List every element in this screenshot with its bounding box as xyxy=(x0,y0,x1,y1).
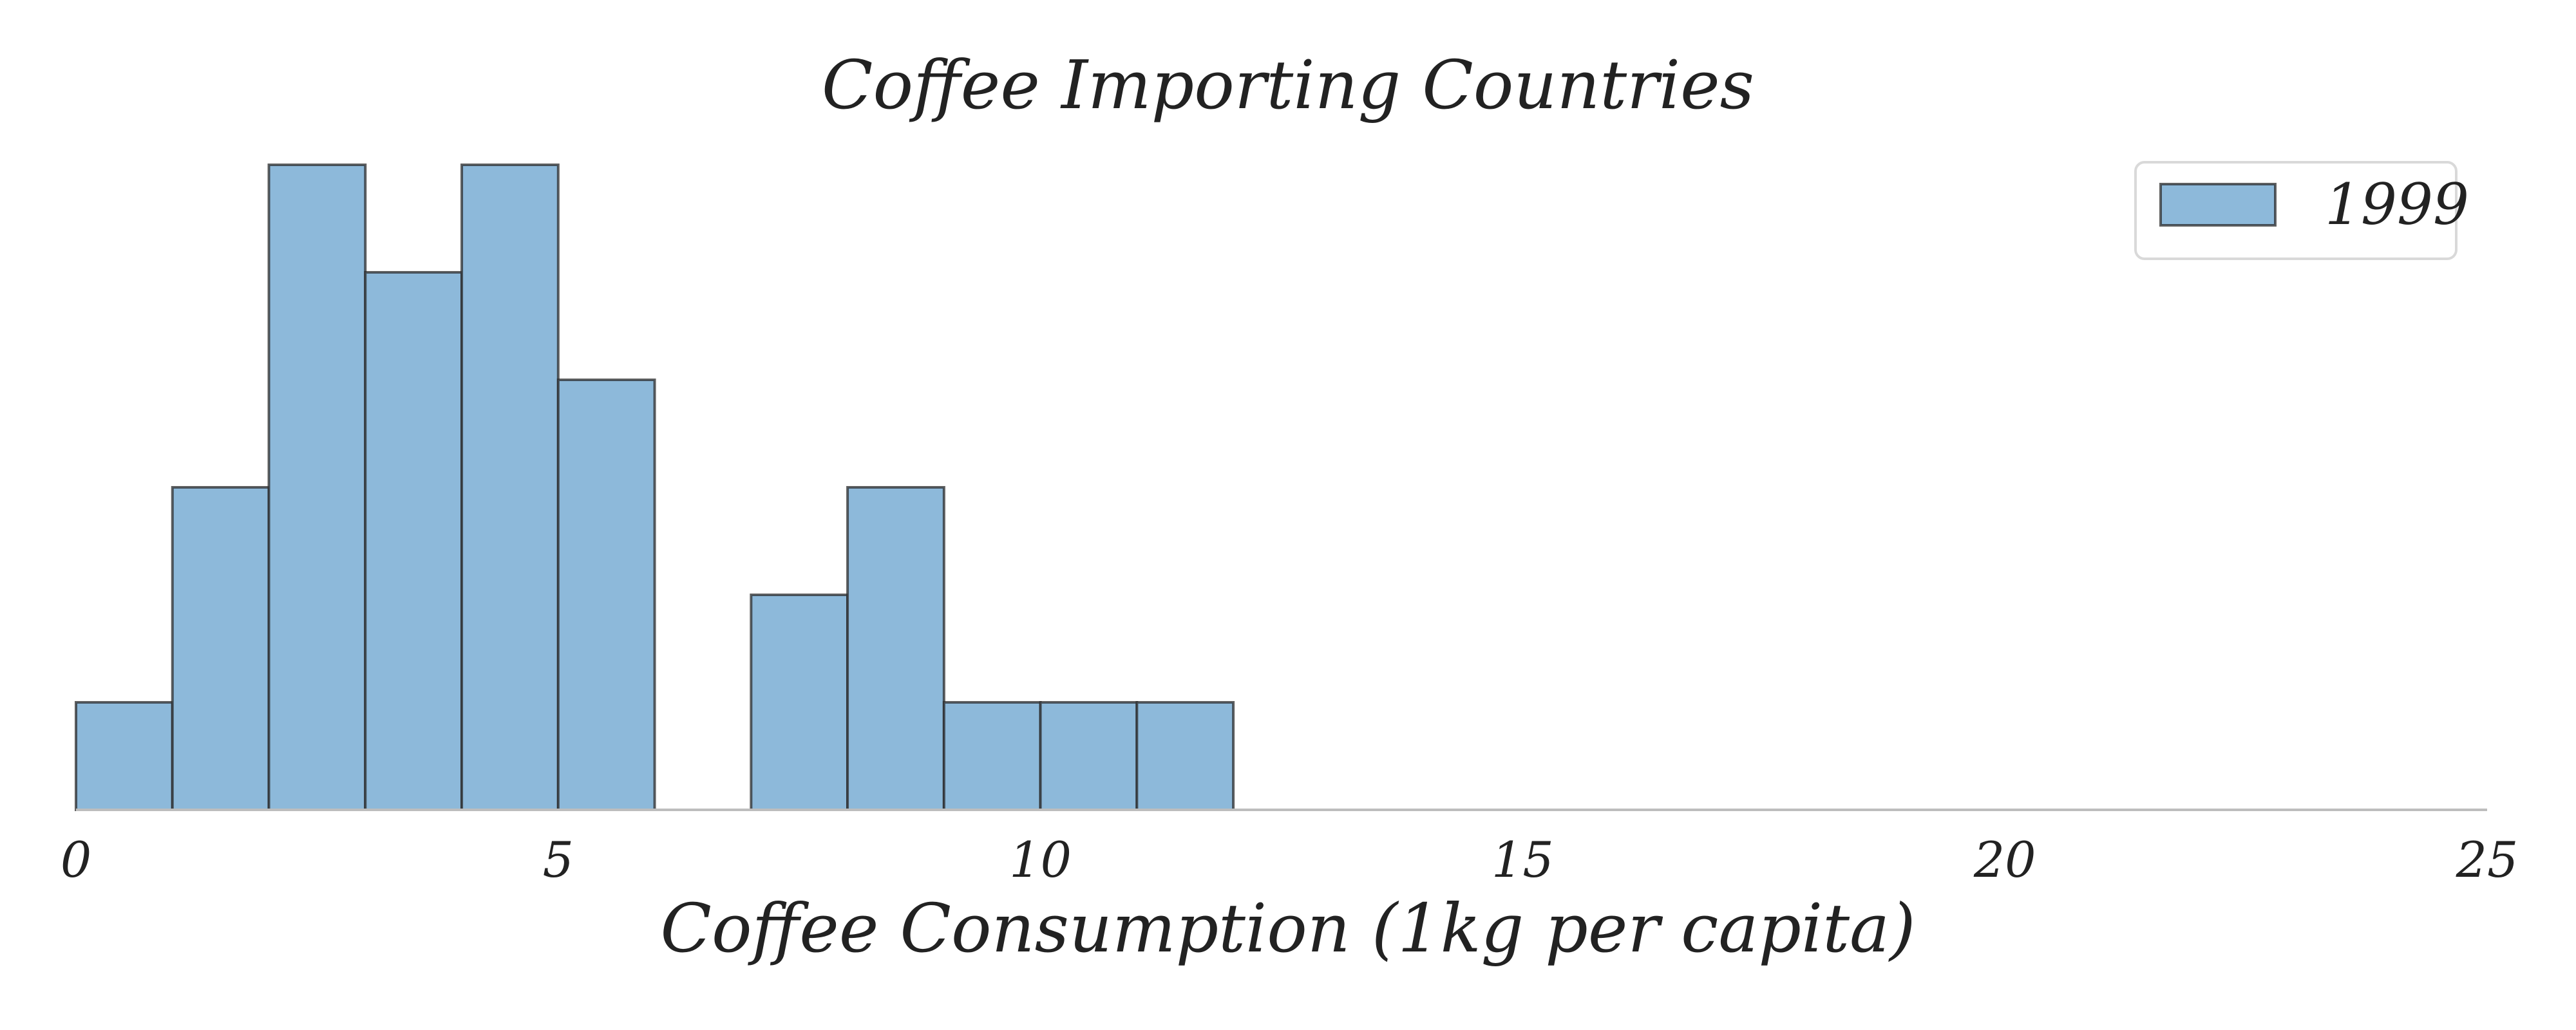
histogram-bar-2-3 xyxy=(267,164,367,811)
chart-title: Coffee Importing Countries xyxy=(822,46,1754,124)
histogram-bar-10-11 xyxy=(1039,701,1139,811)
histogram-bar-3-4 xyxy=(364,271,464,811)
histogram-bar-5-6 xyxy=(556,379,656,811)
x-tick-label-10: 10 xyxy=(1009,831,1072,888)
histogram-bar-8-9 xyxy=(846,486,945,811)
x-tick-label-25: 25 xyxy=(2456,831,2519,888)
x-tick-label-5: 5 xyxy=(543,831,574,888)
bars-group xyxy=(75,164,1235,811)
histogram-bar-9-10 xyxy=(942,701,1042,811)
x-axis-label: Coffee Consumption (1kg per capita) xyxy=(660,889,1915,968)
histogram-bar-7-8 xyxy=(750,594,849,811)
histogram-bar-11-12 xyxy=(1135,701,1235,811)
histogram-bar-0-1 xyxy=(75,701,174,811)
legend-swatch-1999 xyxy=(2159,183,2277,227)
histogram-bar-1-2 xyxy=(171,486,270,811)
legend-label-1999: 1999 xyxy=(2325,171,2469,238)
histogram-bar-4-5 xyxy=(460,164,560,811)
x-tick-label-0: 0 xyxy=(61,831,91,888)
x-tick-label-15: 15 xyxy=(1492,831,1554,888)
x-axis-ticks: 0 5 10 15 20 25 xyxy=(61,831,2519,888)
x-tick-label-20: 20 xyxy=(1973,831,2036,888)
legend[interactable]: 1999 xyxy=(2134,161,2469,260)
